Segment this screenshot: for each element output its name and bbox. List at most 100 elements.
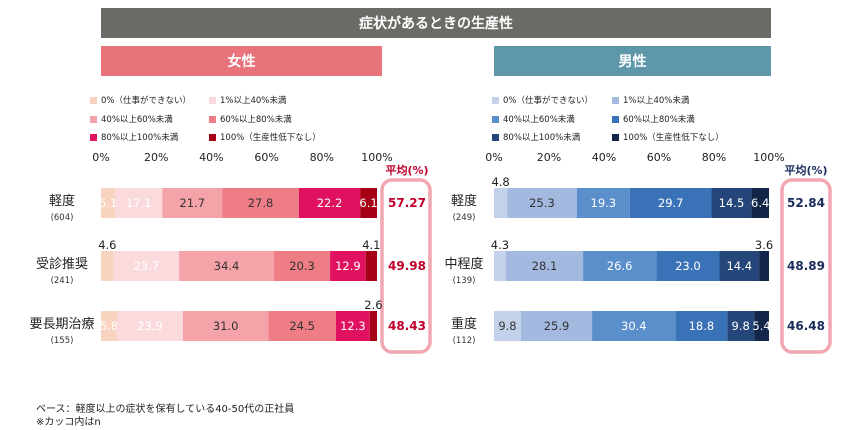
average-value: 57.27: [388, 196, 426, 210]
bar-segment: [335, 311, 370, 341]
x-tick-label: 40%: [199, 151, 223, 164]
data-label: 21.7: [179, 196, 205, 210]
legend-label: 80%以上100%未満: [503, 133, 581, 143]
bar-segment: [629, 188, 712, 218]
legend-label: 40%以上60%未満: [503, 115, 575, 125]
data-label: 17.1: [126, 196, 152, 210]
legend-entry: 100%（生産性低下なし）: [209, 131, 321, 143]
bar-segment: [727, 311, 755, 341]
legend-label: 100%（生産性低下なし）: [623, 133, 724, 143]
legend-entry: 40%以上60%未満: [492, 113, 575, 125]
legend-swatch: [209, 133, 216, 141]
legend-swatch: [492, 133, 499, 141]
male-panel-header: 男性: [494, 46, 771, 76]
data-label: 23.7: [134, 259, 160, 273]
category-n-label: (139): [453, 276, 476, 286]
data-label: 20.3: [289, 259, 315, 273]
legend-entry: 1%以上40%未満: [612, 94, 689, 106]
data-label: 3.6: [755, 238, 773, 252]
bar-segment: [592, 311, 676, 341]
average-value: 48.89: [787, 259, 825, 273]
data-label: 14.5: [719, 196, 745, 210]
legend-swatch: [492, 115, 499, 123]
legend-swatch: [612, 115, 619, 123]
bar-segment: [162, 188, 223, 218]
data-label: 9.8: [498, 319, 516, 333]
x-tick-label: 20%: [537, 151, 561, 164]
bar-segment: [369, 311, 377, 341]
data-label: 4.1: [362, 238, 380, 252]
average-value: 48.43: [388, 319, 426, 333]
data-label: 34.4: [214, 259, 240, 273]
legend-label: 100%（生産性低下なし）: [220, 133, 321, 143]
legend-label: 60%以上80%未満: [623, 115, 695, 125]
average-value: 49.98: [388, 259, 426, 273]
data-label: 4.8: [491, 175, 509, 189]
bar-segment: [360, 188, 377, 218]
legend-label: 0%（仕事ができない）: [101, 96, 191, 106]
data-label: 25.9: [544, 319, 570, 333]
data-label: 27.8: [248, 196, 274, 210]
x-tick-label: 100%: [361, 151, 392, 164]
legend-swatch: [209, 96, 216, 104]
x-tick-label: 80%: [310, 151, 334, 164]
bar-segment: [494, 311, 521, 341]
legend-entry: 60%以上80%未満: [209, 113, 292, 125]
data-label: 24.5: [289, 319, 315, 333]
bar-segment: [330, 251, 366, 281]
data-label: 12.9: [335, 259, 361, 273]
category-label: 軽度: [451, 193, 477, 209]
data-label: 31.0: [213, 319, 239, 333]
bar-segment: [101, 251, 114, 281]
legend-entry: 40%以上60%未満: [90, 113, 173, 125]
bar-segment: [113, 251, 180, 281]
data-label: 4.3: [491, 238, 509, 252]
bar-segment: [298, 188, 361, 218]
data-label: 5.4: [752, 319, 770, 333]
category-n-label: (112): [453, 336, 476, 346]
x-tick-label: 0%: [92, 151, 109, 164]
category-label: 中程度: [444, 256, 483, 272]
category-label: 軽度: [49, 193, 75, 209]
data-label: 4.6: [98, 238, 116, 252]
data-label: 5.1: [99, 196, 117, 210]
data-label: 29.7: [658, 196, 684, 210]
data-label: 18.8: [689, 319, 715, 333]
bar-segment: [101, 311, 117, 341]
category-n-label: (249): [453, 213, 476, 223]
average-highlight-box: [380, 178, 432, 354]
bar-segment: [675, 311, 728, 341]
x-tick-label: 20%: [144, 151, 168, 164]
category-n-label: (604): [51, 213, 74, 223]
legend-swatch: [492, 96, 499, 104]
legend-swatch: [90, 115, 97, 123]
bar-segment: [505, 251, 584, 281]
bar-segment: [759, 251, 769, 281]
x-tick-label: 100%: [753, 151, 784, 164]
x-tick-label: 60%: [254, 151, 278, 164]
legend-entry: 80%以上100%未満: [492, 131, 580, 143]
data-label: 22.2: [317, 196, 343, 210]
data-label: 19.3: [591, 196, 617, 210]
average-value: 52.84: [787, 196, 825, 210]
bar-segment: [115, 188, 163, 218]
data-label: 6.4: [751, 196, 769, 210]
legend-entry: 60%以上80%未満: [612, 113, 695, 125]
bar-segment: [751, 188, 769, 218]
bar-segment: [507, 188, 577, 218]
legend-label: 40%以上60%未満: [101, 115, 173, 125]
category-label: 重度: [451, 316, 477, 332]
data-label: 6.1: [359, 196, 377, 210]
x-tick-label: 60%: [647, 151, 671, 164]
category-label: 受診推奨: [36, 256, 88, 272]
legend-swatch: [90, 96, 97, 104]
bar-segment: [583, 251, 657, 281]
bar-segment: [754, 311, 769, 341]
legend-entry: 0%（仕事ができない）: [90, 94, 191, 106]
legend-label: 0%（仕事ができない）: [503, 96, 593, 106]
bar-segment: [719, 251, 760, 281]
legend-label: 1%以上40%未満: [220, 96, 287, 106]
chart-main-title: 症状があるときの生産性: [101, 8, 771, 38]
bar-segment: [494, 251, 506, 281]
